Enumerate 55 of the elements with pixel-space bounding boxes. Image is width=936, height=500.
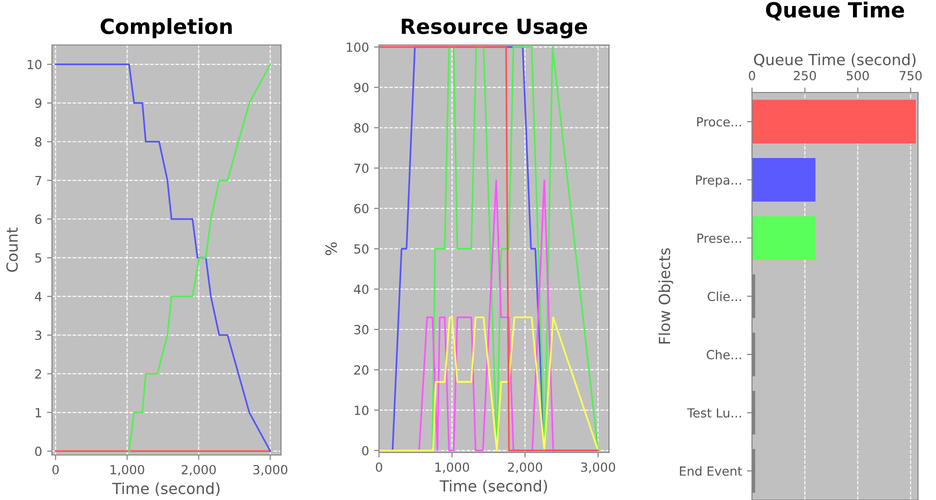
x-tick-label: 750 [900, 70, 922, 80]
y-tick-label: 70 [354, 164, 368, 173]
x-axis-title: Queue Time (second) [754, 54, 916, 68]
y-tick-label: 1 [36, 408, 42, 418]
y-tick-label: 3 [35, 330, 42, 340]
y-tick-label: 30 [354, 324, 368, 334]
y-tick-label: Test Lu... [687, 408, 741, 418]
x-tick-label: 1,000 [435, 462, 470, 474]
x-tick-label: 0 [376, 462, 382, 472]
chart-title: Queue Time [766, 2, 904, 20]
x-tick-label: 2,000 [182, 464, 216, 476]
x-tick-label: 1,000 [110, 464, 144, 476]
chart-title: Completion [100, 18, 232, 38]
x-tick-label: 2,000 [508, 462, 542, 474]
y-tick-label: Clie... [708, 292, 741, 302]
x-tick-label: 0 [748, 70, 756, 80]
x-tick-label: 0 [52, 464, 59, 474]
bar [752, 158, 816, 202]
y-tick-label: 7 [35, 176, 42, 186]
y-tick-label: 20 [354, 365, 368, 375]
y-tick-label: Proce... [697, 117, 741, 127]
y-tick-label: 100 [346, 42, 368, 52]
y-tick-label: 80 [354, 123, 368, 133]
x-axis-title: Time (second) [112, 482, 220, 496]
y-tick-label: End Event [680, 466, 742, 476]
y-tick-label: 4 [34, 292, 42, 302]
y-axis-title: Count [6, 228, 18, 272]
x-tick-label: 500 [846, 70, 869, 80]
y-tick-label: 90 [354, 82, 368, 92]
y-tick-label: 0 [362, 446, 368, 456]
y-tick-label: 60 [354, 204, 368, 214]
y-tick-label: 10 [354, 406, 368, 416]
y-tick-label: 0 [35, 446, 42, 456]
x-tick-label: 3,000 [581, 462, 616, 474]
y-axis-title: Flow Objects [658, 248, 674, 344]
y-tick-label: Prese... [698, 234, 741, 243]
y-tick-label: 6 [35, 214, 42, 224]
x-tick-label: 250 [794, 70, 816, 80]
y-tick-label: 5 [35, 253, 42, 263]
y-tick-label: 2 [35, 369, 42, 379]
y-axis-title: % [325, 242, 337, 256]
y-tick-label: 10 [28, 60, 42, 70]
bar [752, 216, 816, 260]
y-tick-label: Prepa... [696, 175, 741, 188]
y-tick-label: 50 [354, 244, 368, 254]
line-series [54, 64, 272, 452]
x-tick-label: 3,000 [253, 464, 288, 476]
chart-title: Resource Usage [402, 18, 588, 38]
y-tick-label: Che... [706, 350, 741, 360]
bar [752, 100, 916, 144]
line-series [128, 64, 272, 452]
y-tick-label: 8 [35, 137, 42, 147]
y-tick-label: 40 [354, 284, 368, 294]
y-tick-label: 9 [35, 98, 42, 108]
x-axis-title: Time (second) [440, 480, 548, 494]
